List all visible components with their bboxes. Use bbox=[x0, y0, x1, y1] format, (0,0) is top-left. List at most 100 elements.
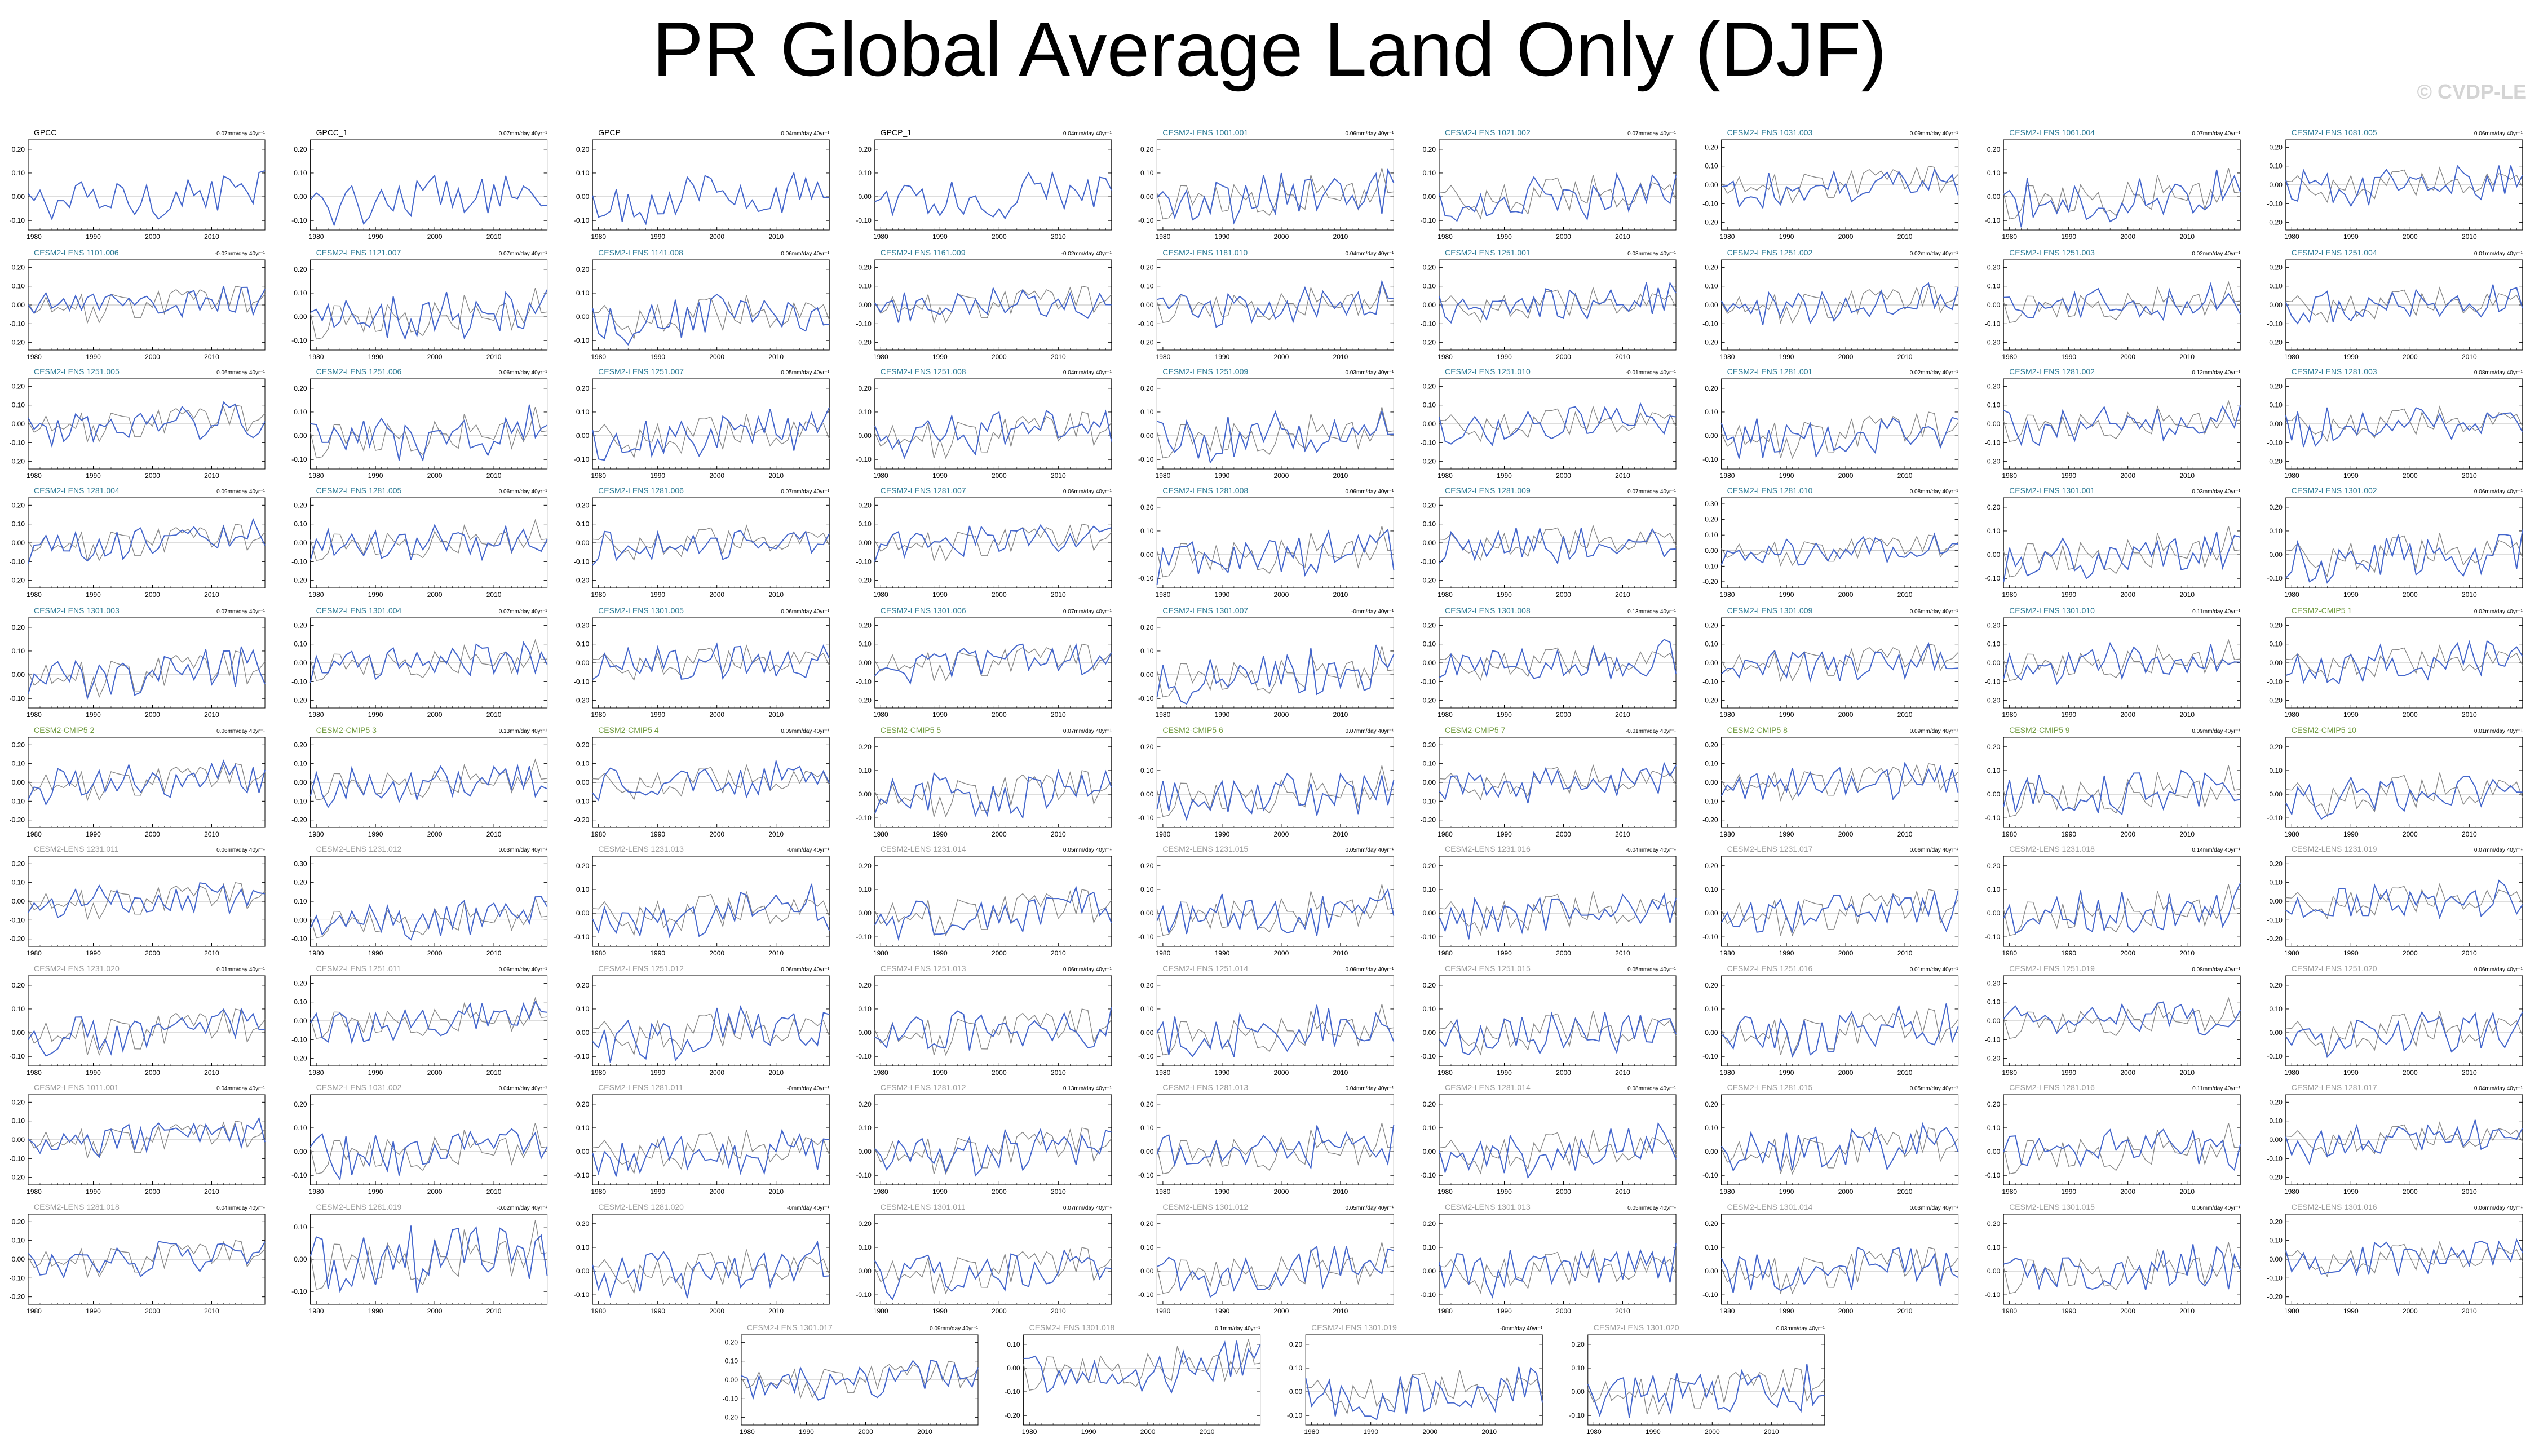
panel-trend: 0.14mm/day 40yr⁻¹ bbox=[2192, 847, 2241, 853]
x-tick-label: 2010 bbox=[1333, 472, 1348, 480]
y-tick-label: 0.20 bbox=[1987, 382, 2001, 390]
x-tick-label: 2000 bbox=[992, 353, 1007, 361]
y-tick-label: -0.20 bbox=[10, 339, 25, 347]
x-tick-label: 1990 bbox=[1779, 949, 1794, 957]
member-series-line bbox=[1156, 168, 1395, 225]
x-tick-label: 1990 bbox=[932, 830, 948, 838]
panel: CESM2-LENS 1231.017 0.06mm/day 40yr⁻¹ 0.20… bbox=[1702, 844, 1959, 957]
x-tick-label: 2000 bbox=[709, 353, 724, 361]
x-tick-label: 1990 bbox=[2061, 591, 2076, 599]
y-tick-label: -0.10 bbox=[1985, 439, 2001, 446]
x-tick-label: 2010 bbox=[1051, 353, 1066, 361]
panel: CESM2-LENS 1001.001 0.06mm/day 40yr⁻¹ 0.20… bbox=[1138, 128, 1395, 241]
x-tick-label: 2000 bbox=[709, 711, 724, 719]
x-tick-label: 2000 bbox=[1838, 233, 1854, 241]
y-tick-label: -0.20 bbox=[1421, 339, 1436, 347]
x-tick-label: 1980 bbox=[26, 711, 42, 719]
x-tick-label: 2000 bbox=[145, 711, 160, 719]
x-tick-label: 1980 bbox=[1156, 711, 1171, 719]
member-series-line bbox=[874, 768, 1112, 820]
panel: GPCC 0.07mm/day 40yr⁻¹ 0.20 0.10 0.00 -0.10 19… bbox=[10, 128, 266, 241]
x-tick-label: 2000 bbox=[1838, 353, 1854, 361]
plot-frame bbox=[2003, 139, 2241, 231]
y-tick-label: 0.00 bbox=[1705, 432, 1718, 440]
y-tick-label: 0.00 bbox=[1423, 539, 1436, 547]
panel-title: CESM2-CMIP5 6 bbox=[1162, 725, 1223, 734]
obs-series-line bbox=[1720, 889, 1959, 937]
panel-title: CESM2-LENS 1231.018 bbox=[2009, 844, 2095, 853]
y-tick-label: -0.10 bbox=[291, 935, 307, 943]
x-tick-label: 2000 bbox=[145, 591, 160, 599]
obs-series-line bbox=[874, 1008, 1112, 1056]
panel-title: CESM2-LENS 1251.008 bbox=[881, 367, 966, 376]
panel-trend: 0.07mm/day 40yr⁻¹ bbox=[1627, 489, 1677, 495]
x-tick-label: 2010 bbox=[1333, 711, 1348, 719]
x-tick-label: 1990 bbox=[2061, 233, 2076, 241]
y-tick-label: 0.00 bbox=[1705, 1029, 1718, 1037]
panel-title: CESM2-LENS 1251.003 bbox=[2009, 248, 2095, 257]
y-tick-label: -0.10 bbox=[1421, 216, 1436, 224]
member-series-line bbox=[592, 407, 830, 461]
panel-trend: 0.07mm/day 40yr⁻¹ bbox=[1063, 609, 1112, 615]
x-tick-label: 1980 bbox=[26, 233, 42, 241]
y-tick-label: 0.10 bbox=[1140, 408, 1154, 416]
panel-trend: 0.08mm/day 40yr⁻¹ bbox=[1627, 251, 1677, 257]
panel-trend: 0.02mm/day 40yr⁻¹ bbox=[2474, 609, 2523, 615]
panel: CESM2-LENS 1231.019 0.07mm/day 40yr⁻¹ 0.20… bbox=[2267, 844, 2523, 957]
y-tick-label: 0.20 bbox=[1987, 862, 2001, 870]
y-tick-label: 0.20 bbox=[1987, 979, 2001, 987]
y-tick-label: 0.10 bbox=[1705, 640, 1718, 648]
obs-series-line bbox=[2003, 639, 2241, 681]
y-tick-label: 0.10 bbox=[1423, 520, 1436, 528]
obs-series-line bbox=[1439, 405, 1677, 442]
panel-trend: 0.06mm/day 40yr⁻¹ bbox=[781, 967, 830, 973]
y-tick-label: 0.10 bbox=[1987, 998, 2001, 1006]
y-tick-label: -0.10 bbox=[291, 678, 307, 685]
obs-series-line bbox=[2003, 168, 2241, 220]
x-tick-label: 2000 bbox=[2403, 233, 2418, 241]
x-tick-label: 2000 bbox=[1274, 711, 1289, 719]
x-tick-label: 1990 bbox=[650, 353, 665, 361]
y-tick-label: 0.10 bbox=[858, 282, 872, 290]
x-tick-label: 2010 bbox=[2462, 472, 2477, 480]
member-series-line bbox=[592, 171, 830, 225]
x-tick-label: 1990 bbox=[932, 353, 948, 361]
y-tick-label: -0.10 bbox=[2267, 320, 2283, 328]
y-tick-label: 0.10 bbox=[2269, 767, 2283, 775]
panel: CESM2-LENS 1141.008 0.06mm/day 40yr⁻¹ 0.20… bbox=[574, 248, 830, 361]
panel-title: CESM2-LENS 1251.015 bbox=[1445, 964, 1531, 973]
x-tick-label: 1980 bbox=[2002, 830, 2017, 838]
panel: CESM2-LENS 1251.004 0.01mm/day 40yr⁻¹ 0.20… bbox=[2267, 248, 2523, 361]
panel-title: CESM2-LENS 1021.002 bbox=[1445, 128, 1531, 137]
panel: CESM2-LENS 1181.010 0.04mm/day 40yr⁻¹ 0.20… bbox=[1138, 248, 1394, 361]
x-tick-label: 2010 bbox=[1333, 233, 1348, 241]
panel-title: CESM2-LENS 1251.016 bbox=[1727, 964, 1813, 973]
y-tick-label: 0.10 bbox=[1423, 760, 1436, 768]
panel-title: CESM2-LENS 1031.003 bbox=[1727, 128, 1813, 137]
plot-frame bbox=[1156, 378, 1394, 470]
x-tick-label: 2000 bbox=[1838, 711, 1854, 719]
y-tick-label: 0.10 bbox=[576, 1005, 590, 1013]
panel-trend: 0.07mm/day 40yr⁻¹ bbox=[499, 609, 548, 615]
x-tick-label: 2000 bbox=[709, 1069, 724, 1077]
y-tick-label: 0.10 bbox=[858, 520, 872, 528]
y-tick-label: -0.20 bbox=[1985, 1055, 2001, 1063]
x-tick-label: 1990 bbox=[1497, 711, 1512, 719]
obs-series-line bbox=[2003, 281, 2241, 323]
panel-trend: 0.08mm/day 40yr⁻¹ bbox=[2192, 967, 2241, 973]
y-tick-label: -0.10 bbox=[574, 678, 590, 685]
y-tick-label: -0.10 bbox=[574, 455, 590, 463]
x-tick-label: 2010 bbox=[2179, 472, 2195, 480]
y-tick-label: 0.00 bbox=[1705, 909, 1718, 917]
obs-series-line bbox=[2285, 533, 2523, 578]
panel-trend: 0.03mm/day 40yr⁻¹ bbox=[2192, 489, 2241, 495]
panel-title: CESM2-LENS 1231.015 bbox=[1162, 844, 1248, 853]
y-tick-label: -0.10 bbox=[1138, 320, 1154, 328]
x-tick-label: 1990 bbox=[368, 233, 383, 241]
y-tick-label: 0.20 bbox=[1423, 501, 1436, 509]
y-tick-label: -0.20 bbox=[2267, 697, 2283, 705]
panel-title: CESM2-CMIP5 10 bbox=[2292, 725, 2356, 734]
x-tick-label: 1980 bbox=[2002, 1069, 2017, 1077]
panel-trend: 0.01mm/day 40yr⁻¹ bbox=[2474, 251, 2523, 257]
y-tick-label: 0.00 bbox=[1140, 790, 1154, 798]
